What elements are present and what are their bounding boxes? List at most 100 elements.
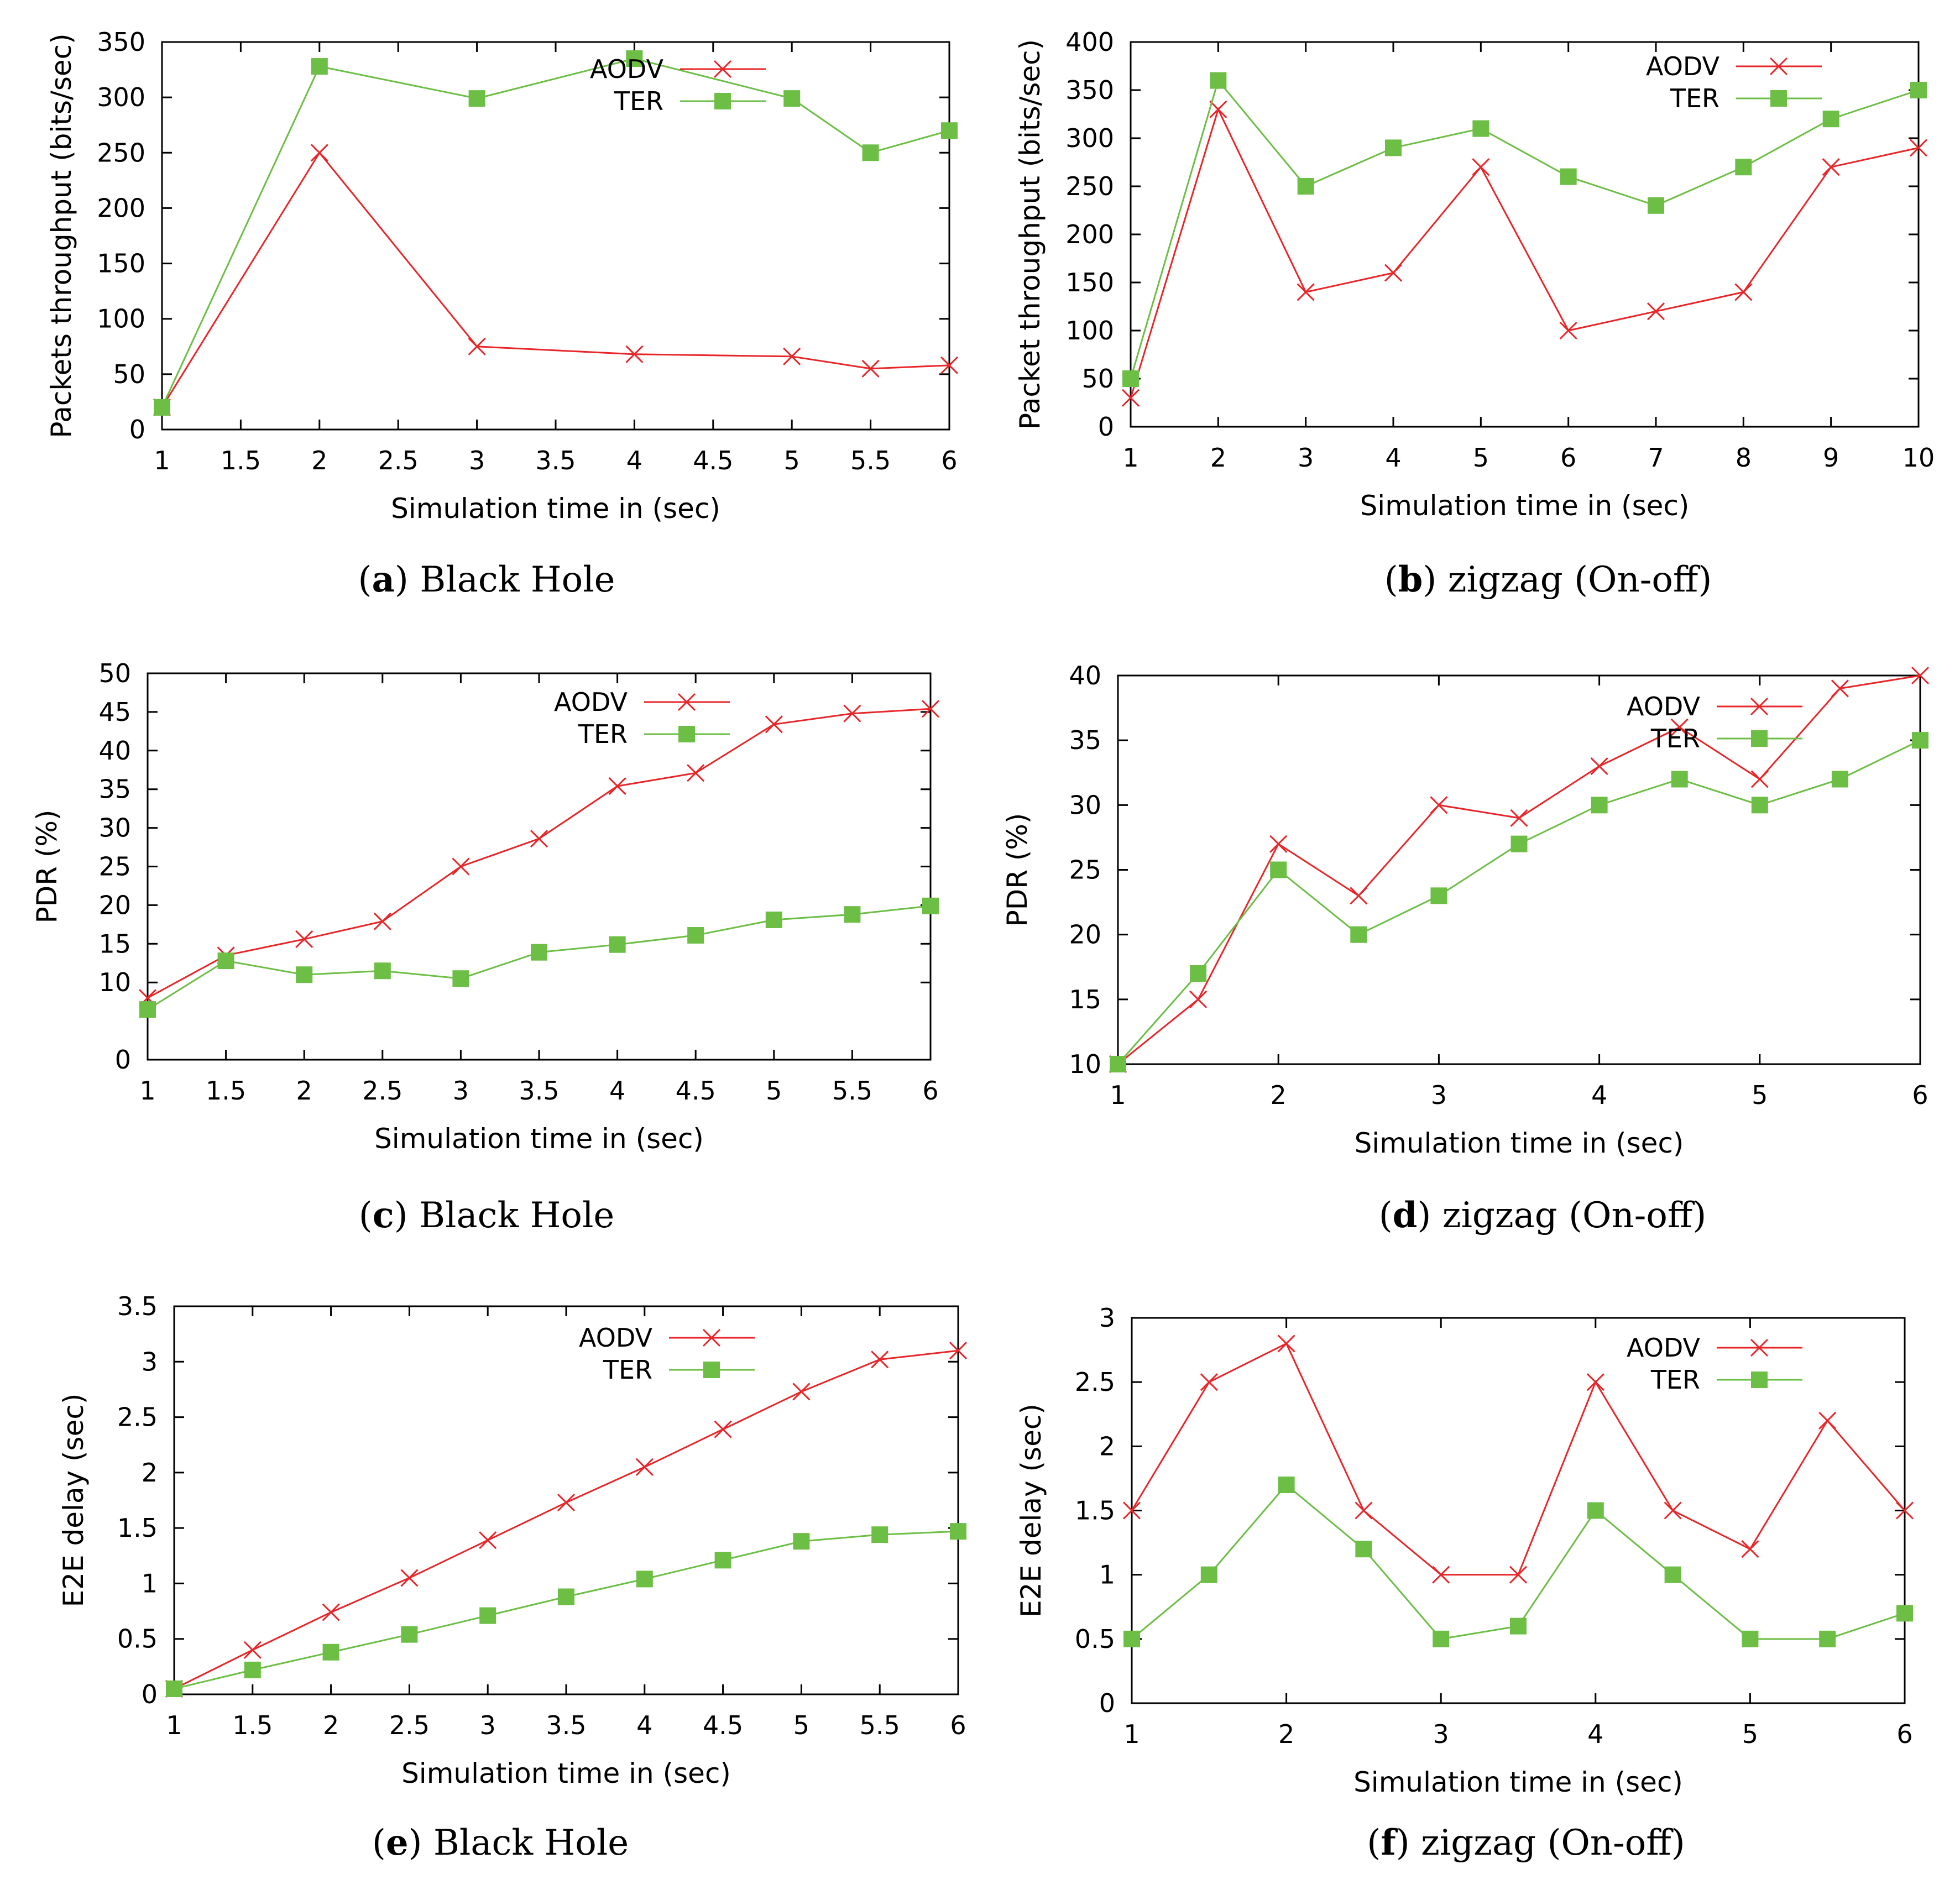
y-tick-label: 35 [98,774,131,804]
data-point-ter [1472,120,1489,137]
x-tick-label: 3.5 [535,446,576,475]
data-point-aodv [765,715,783,734]
x-tick-label: 4 [609,1076,625,1106]
legend-label-aodv: AODV [579,1323,652,1353]
chart-panel-d: 1 2 3 4 5 6 10 15 20 25 30 35 40 Simulation time in (… [1001,661,1930,1236]
x-axis-label: Simulation time in (sec) [1353,1766,1683,1798]
y-tick-label: 3.5 [117,1291,158,1321]
y-tick-label: 250 [97,138,145,167]
data-point-ter [1819,1630,1836,1647]
plot-frame [1130,41,1920,428]
data-point-ter [452,970,469,987]
x-tick-label: 2 [1278,1719,1294,1749]
data-point-aodv [1664,1501,1682,1520]
data-point-ter [296,966,313,983]
x-tick-label: 1 [139,1076,155,1106]
data-point-aodv [687,764,705,782]
data-point-ter [1430,887,1447,904]
data-point-aodv [1189,990,1208,1008]
data-point-ter [1510,1617,1527,1635]
legend-label-ter: TER [614,86,663,116]
panel-caption: (a) Black Hole [358,559,615,600]
x-tick-label: 1.5 [221,446,261,475]
data-point-aodv [1432,1566,1450,1584]
data-point-ter [844,906,861,923]
data-point-ter [1910,82,1927,98]
panel-letter: a [372,559,394,600]
legend-marker-ter [1751,1371,1768,1388]
data-point-ter [714,1552,731,1569]
legend-label-aodv: AODV [1627,692,1700,721]
panel-letter: e [386,1822,409,1863]
data-point-aodv [322,1603,340,1621]
data-point-ter [1822,111,1839,128]
legend-label-ter: TER [1650,1365,1700,1395]
legend-label-ter: TER [603,1355,652,1385]
plot-frame [1131,1317,1906,1704]
series-line-ter [161,57,950,408]
y-tick-label: 0 [142,1679,158,1709]
x-tick-label: 2.5 [389,1710,430,1740]
y-tick-label: 50 [113,359,145,389]
x-tick-label: 5 [793,1710,809,1740]
y-axis-label: PDR (%) [1001,813,1033,927]
panel-letter: f [1381,1822,1398,1863]
data-point-ter [1664,1566,1681,1583]
data-point-aodv [452,857,470,876]
data-point-aodv [1350,887,1368,905]
x-tick-label: 6 [922,1076,938,1106]
data-point-aodv [1200,1373,1218,1391]
x-tick-label: 4 [1385,443,1401,473]
y-tick-label: 30 [98,813,131,843]
y-tick-label: 50 [98,658,131,688]
data-point-ter [1350,926,1367,943]
y-tick-label: 300 [97,82,145,112]
y-tick-label: 2.5 [117,1402,158,1432]
y-tick-label: 10 [1069,1049,1101,1079]
x-tick-label: 1.5 [206,1076,246,1106]
data-point-ter [374,962,391,980]
legend-marker-aodv [677,693,696,711]
y-tick-label: 100 [97,304,145,334]
y-axis-label: Packets throughput (bits/sec) [45,33,77,438]
data-point-ter [765,911,782,928]
data-point-ter [636,1571,653,1588]
x-tick-label: 1 [166,1710,182,1740]
data-point-ter [626,50,643,67]
data-point-aodv [557,1493,576,1512]
data-point-aodv [1384,264,1403,282]
x-tick-label: 3 [453,1076,469,1106]
y-tick-label: 35 [1069,725,1101,755]
data-point-aodv [635,1458,654,1476]
series-line-aodv [161,151,950,408]
data-point-aodv [1670,718,1689,736]
plot-frame [147,672,932,1061]
data-point-aodv [714,1420,732,1438]
data-point-aodv [479,1531,497,1549]
y-tick-label: 0.5 [117,1624,158,1654]
y-tick-label: 0 [1098,412,1114,442]
series-line-aodv [174,1349,959,1690]
y-tick-label: 1 [142,1568,158,1598]
data-point-aodv [871,1350,889,1369]
y-tick-label: 25 [1069,855,1101,885]
y-tick-label: 2 [142,1458,158,1488]
data-point-aodv [843,704,861,723]
data-point-ter [687,926,704,944]
y-tick-label: 40 [98,736,131,766]
data-point-ter [1433,1630,1450,1647]
data-point-aodv [310,144,328,162]
data-point-ter [1671,771,1688,788]
x-tick-label: 1 [1110,1080,1126,1110]
legend-label-aodv: AODV [1627,1333,1700,1363]
data-point-ter [479,1607,496,1624]
data-point-aodv [400,1569,419,1587]
chart-panel-e: 1 1.5 2 2.5 3 3.5 4 4.5 5 5.5 6 0 0.5 1 1.5 2 2.5 3 3.5 Sim… [58,1291,968,1863]
x-tick-label: 2.5 [362,1076,403,1106]
y-tick-label: 30 [1069,790,1101,820]
data-point-ter [609,936,626,953]
x-tick-label: 5 [784,446,800,475]
